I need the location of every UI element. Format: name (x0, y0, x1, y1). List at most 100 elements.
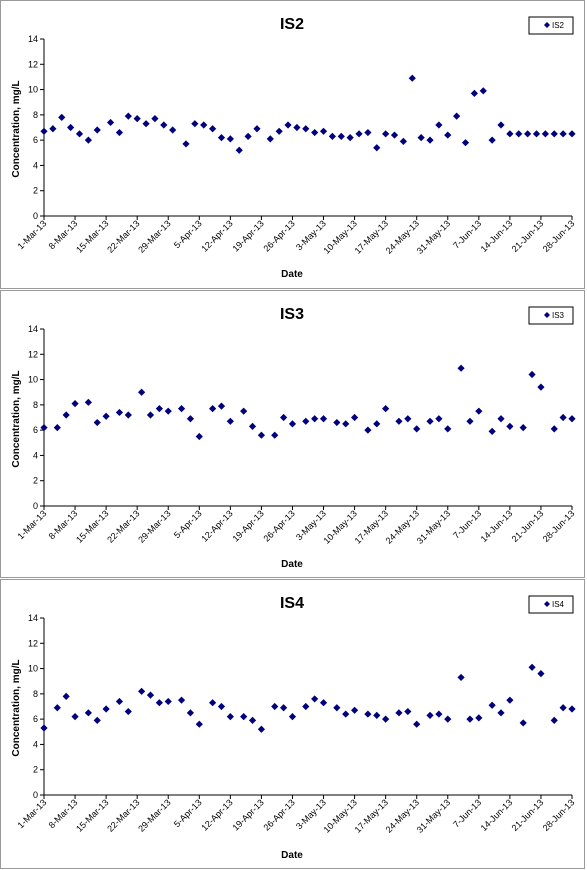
data-point (275, 127, 283, 135)
y-tick-label: 10 (28, 664, 38, 674)
data-point (311, 128, 319, 137)
x-tick-label: 5-Apr-13 (172, 218, 204, 250)
data-point (62, 411, 70, 419)
data-point (532, 130, 541, 138)
data-point (49, 125, 57, 133)
data-point (53, 704, 61, 712)
legend-label: IS2 (552, 21, 565, 30)
chart-is2: IS2 Concentration, mg/L Date IS2 0 2 4 6 8 10… (11, 16, 576, 280)
data-point (399, 137, 407, 146)
chart-is4: IS4 Concentration, mg/L Date IS4 0 2 4 6 8 10… (11, 595, 576, 861)
data-point (466, 715, 474, 723)
x-axis-label: Date (281, 559, 303, 570)
y-tick-label: 4 (33, 450, 38, 460)
legend: IS3 (528, 306, 574, 325)
data-point (390, 131, 399, 139)
chart-title: IS3 (280, 306, 304, 323)
data-point (67, 123, 75, 132)
data-point (248, 422, 257, 430)
y-axis-label: Concentration, mg/L (11, 80, 22, 177)
data-point (84, 709, 92, 717)
data-point (115, 128, 124, 137)
x-tick-label: 7-Jun-13 (451, 218, 483, 250)
y-tick-label: 10 (28, 375, 38, 385)
data-point (453, 112, 461, 120)
data-point (328, 132, 337, 140)
y-tick-label: 12 (28, 349, 38, 359)
data-point (382, 715, 390, 723)
data-point (373, 711, 381, 719)
y-tick-label: 4 (33, 739, 38, 749)
x-tick-label: 31-May-13 (415, 218, 452, 255)
data-point (115, 697, 124, 706)
x-tick-label: 29-Mar-13 (136, 797, 172, 833)
data-point (146, 691, 155, 699)
data-points (40, 74, 576, 154)
data-point (226, 713, 234, 721)
data-point (209, 405, 217, 413)
data-point (102, 412, 110, 420)
data-point (426, 711, 434, 719)
data-point (457, 364, 465, 372)
x-tick-label: 15-Mar-13 (74, 218, 110, 254)
data-point (235, 146, 243, 154)
x-tick-label: 19-Apr-13 (230, 218, 265, 253)
y-tick-label: 8 (33, 110, 38, 120)
y-tick-label: 4 (33, 160, 38, 170)
data-point (217, 702, 226, 711)
data-point (528, 663, 536, 671)
x-tick-label: 28-Jun-13 (541, 508, 577, 544)
data-point (373, 420, 381, 428)
data-point (519, 424, 527, 432)
data-point (488, 136, 496, 144)
data-points (40, 663, 576, 733)
data-point (404, 415, 412, 423)
data-point (293, 123, 301, 132)
data-point (559, 130, 567, 138)
x-tick-label: 14-Jun-13 (479, 797, 515, 833)
data-point (444, 715, 452, 723)
data-point (75, 130, 84, 138)
data-point (164, 407, 172, 415)
data-point (257, 725, 266, 733)
data-point (115, 408, 124, 417)
chart-title: IS2 (280, 16, 304, 33)
y-tick-label: 12 (28, 638, 38, 648)
y-tick-label: 6 (33, 714, 38, 724)
data-point (350, 706, 359, 714)
data-point (350, 413, 359, 422)
y-tick-label: 0 (33, 501, 38, 511)
data-point (288, 420, 297, 428)
legend-box (528, 306, 574, 325)
x-tick-label: 29-Mar-13 (136, 218, 172, 254)
data-point (155, 405, 163, 413)
legend: IS4 (528, 595, 574, 614)
y-tick-label: 14 (28, 324, 38, 334)
x-tick-label: 31-May-13 (415, 797, 452, 834)
data-point (537, 383, 545, 391)
data-point (382, 130, 390, 138)
data-point (253, 125, 261, 133)
data-point (479, 87, 487, 95)
data-point (395, 417, 403, 425)
x-tick-label: 21-Jun-13 (510, 218, 546, 254)
data-point (279, 704, 288, 712)
data-point (382, 405, 390, 413)
legend-box (528, 16, 574, 35)
data-point (506, 130, 514, 138)
data-point (266, 135, 274, 143)
y-axis: 0 2 4 6 8 10 12 14 (28, 613, 45, 800)
data-point (435, 121, 443, 129)
data-point (466, 417, 474, 425)
data-point (71, 399, 79, 408)
data-point (124, 707, 132, 716)
legend-label: IS4 (552, 600, 565, 609)
data-point (244, 132, 252, 140)
data-point (209, 125, 217, 133)
data-point (138, 388, 146, 396)
legend-marker (544, 22, 550, 28)
data-point (550, 425, 558, 433)
x-tick-label: 19-Apr-13 (230, 508, 265, 543)
legend: IS2 (528, 16, 574, 35)
data-point (395, 709, 403, 717)
